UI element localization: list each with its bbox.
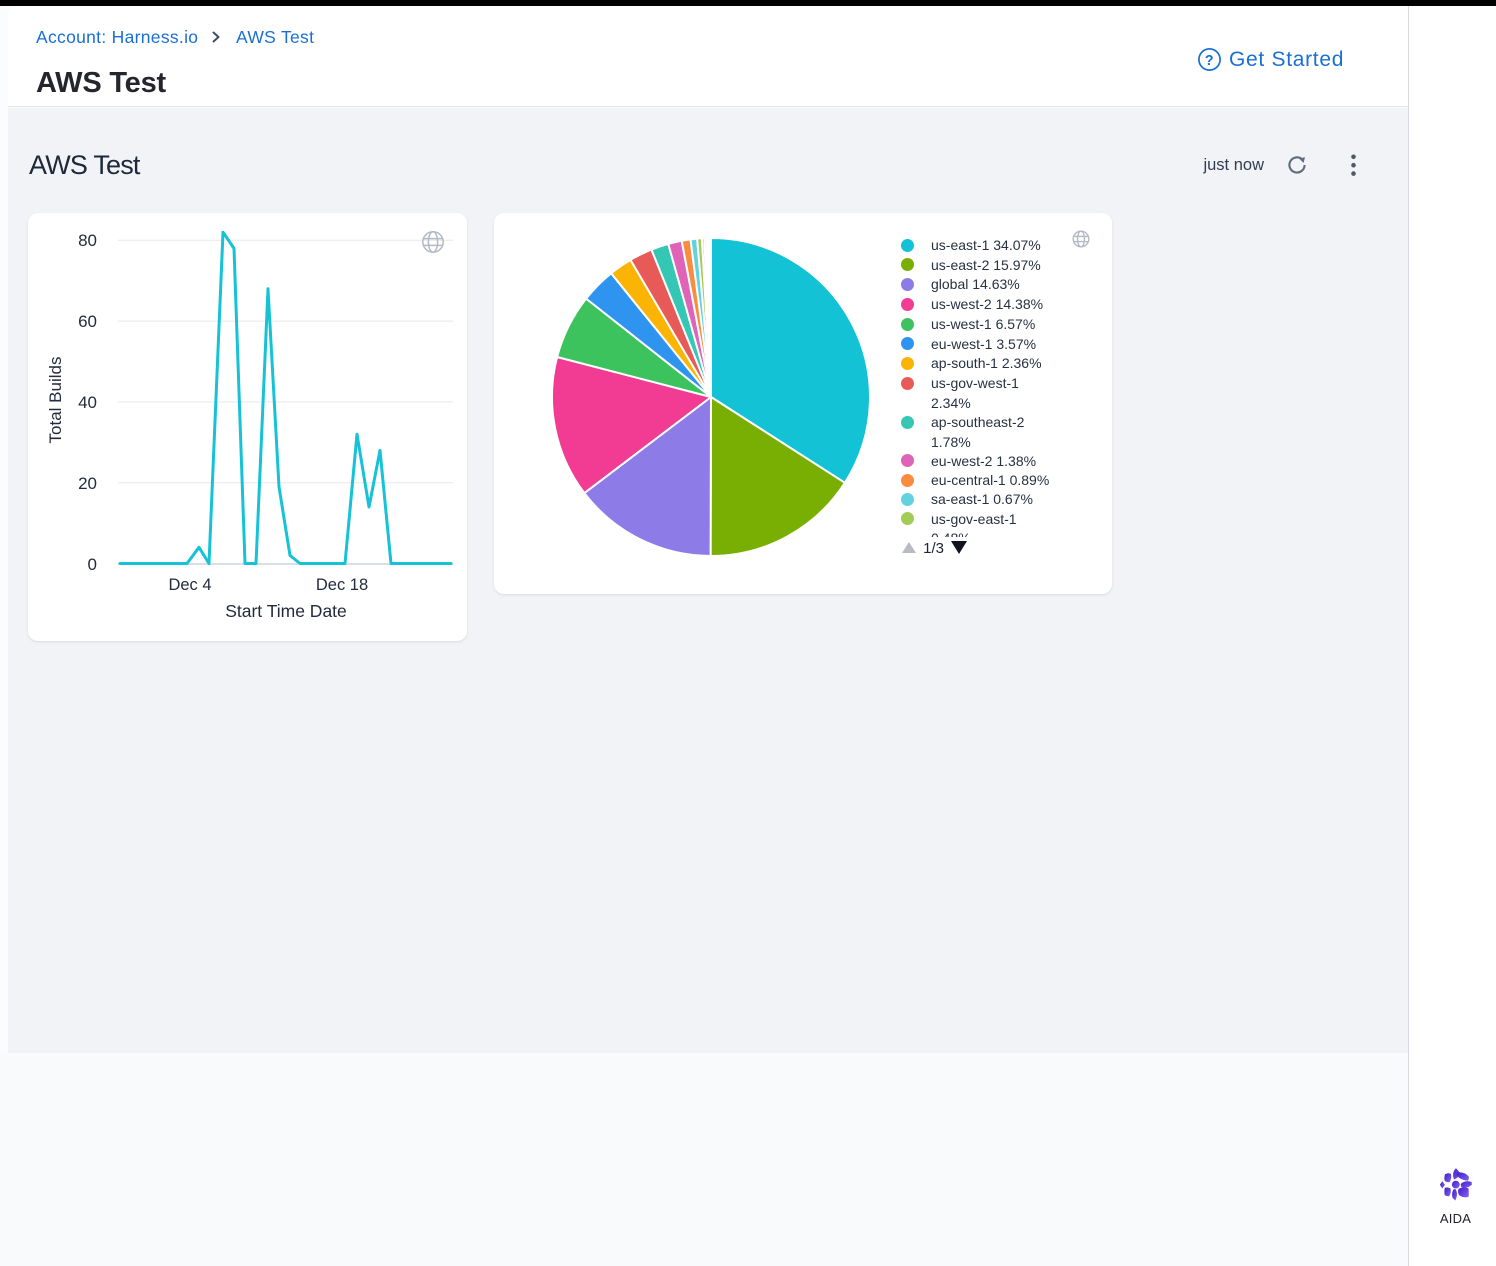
svg-text:20: 20 — [78, 474, 97, 493]
svg-text:Total Builds: Total Builds — [46, 357, 65, 444]
svg-text:80: 80 — [78, 231, 97, 250]
svg-text:60: 60 — [78, 312, 97, 331]
svg-text:40: 40 — [78, 393, 97, 412]
svg-text:Dec 18: Dec 18 — [316, 576, 368, 594]
svg-text:Start Time Date: Start Time Date — [225, 601, 347, 621]
svg-text:Dec 4: Dec 4 — [168, 576, 211, 594]
svg-text:0: 0 — [88, 555, 97, 574]
svg-text:?: ? — [1205, 53, 1215, 69]
